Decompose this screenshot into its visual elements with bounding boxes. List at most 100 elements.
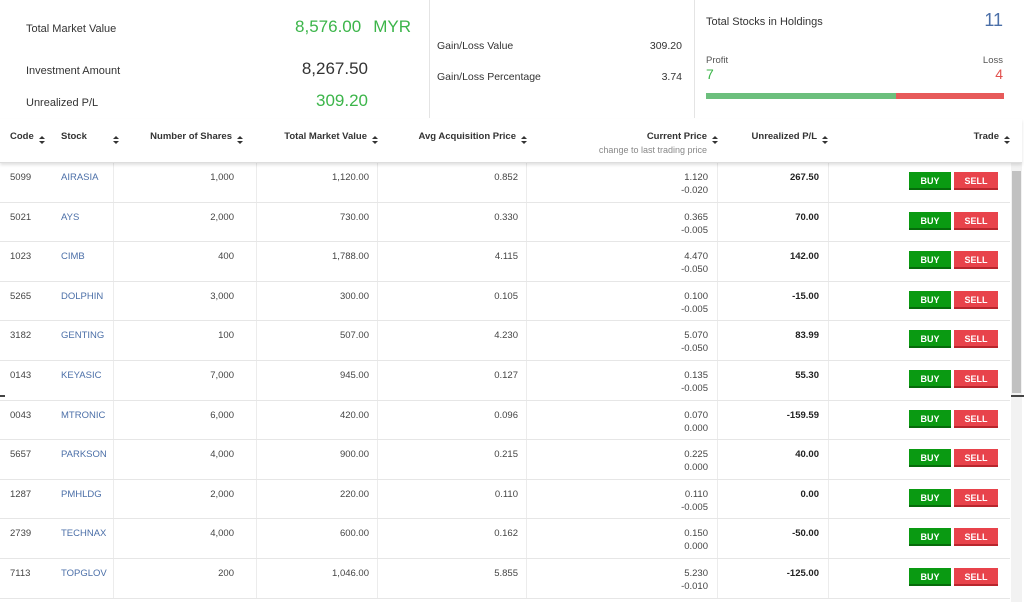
unrealized-pl-cell: 55.30: [795, 370, 819, 381]
current-price-cell: 0.365 -0.005: [560, 203, 708, 242]
table-row[interactable]: 0043 MTRONIC 6,000 420.00 0.096 0.070 0.000 -15…: [0, 400, 1010, 441]
stock-link[interactable]: DOLPHIN: [61, 290, 104, 302]
gain-loss-panel: Gain/Loss Value 309.20 Gain/Loss Percent…: [430, 0, 695, 118]
column-divider: [113, 321, 114, 360]
buy-button[interactable]: BUY: [909, 568, 951, 586]
header-market-value[interactable]: Total Market Value: [260, 131, 378, 145]
buy-button[interactable]: BUY: [909, 172, 951, 190]
unrealized-pl-amount: 309.20: [316, 91, 368, 110]
unrealized-pl-cell: -50.00: [792, 528, 819, 540]
column-divider: [526, 519, 527, 558]
code-cell: 0043: [10, 409, 32, 421]
column-divider: [526, 163, 527, 202]
code-cell: 2739: [10, 528, 32, 540]
unrealized-pl-cell: 142.00: [789, 251, 819, 263]
buy-button[interactable]: BUY: [909, 211, 951, 230]
column-divider: [717, 361, 718, 400]
current-price: 5.230: [684, 568, 708, 579]
stock-link[interactable]: TECHNAX: [61, 528, 107, 540]
holdings-panel: Total Stocks in Holdings 11 Profit Loss …: [695, 0, 1024, 118]
header-current-price[interactable]: Current Price change to last trading pri…: [560, 131, 718, 155]
header-code[interactable]: Code: [10, 131, 45, 145]
column-divider: [828, 479, 829, 519]
column-divider: [256, 559, 257, 598]
header-trade[interactable]: Trade: [950, 131, 1010, 145]
market-value-cell: 1,046.00: [332, 568, 369, 579]
table-body: 5099 AIRASIA 1,000 1,120.00 0.852 1.120 -0.020…: [0, 163, 1010, 602]
buy-button[interactable]: BUY: [909, 370, 951, 388]
column-divider: [113, 479, 114, 519]
stock-link[interactable]: TOPGLOV: [61, 568, 107, 579]
column-divider: [256, 479, 257, 519]
sell-button[interactable]: SELL: [954, 370, 998, 388]
stock-link[interactable]: AIRASIA: [61, 172, 99, 183]
table-row[interactable]: 1287 PMHLDG 2,000 220.00 0.110 0.110 -0.005 0.0…: [0, 479, 1010, 520]
sell-button[interactable]: SELL: [954, 409, 998, 428]
sort-icon: [237, 136, 243, 145]
column-divider: [113, 440, 114, 479]
buy-button[interactable]: BUY: [909, 488, 951, 507]
stock-link[interactable]: KEYASIC: [61, 370, 102, 381]
table-row[interactable]: 3182 GENTING 100 507.00 4.230 5.070 -0.050 83.9…: [0, 321, 1010, 361]
code-cell: 3182: [10, 330, 32, 342]
stock-link[interactable]: PARKSON: [61, 449, 107, 461]
table-row[interactable]: 0143 KEYASIC 7,000 945.00 0.127 0.135 -0.005 55…: [0, 361, 1010, 401]
column-divider: [717, 281, 718, 321]
sell-button[interactable]: SELL: [954, 211, 998, 230]
investment-amount-row: Investment Amount 8,267.50: [26, 59, 411, 79]
sell-button[interactable]: SELL: [954, 330, 998, 349]
buy-button[interactable]: BUY: [909, 330, 951, 349]
sell-button[interactable]: SELL: [954, 528, 998, 547]
code-cell: 7113: [10, 568, 31, 579]
stock-link[interactable]: MTRONIC: [61, 409, 106, 421]
buy-button[interactable]: BUY: [909, 409, 951, 428]
current-price: 5.070: [684, 330, 708, 342]
buy-button[interactable]: BUY: [909, 290, 951, 309]
table-row[interactable]: 5099 AIRASIA 1,000 1,120.00 0.852 1.120 -0.020…: [0, 163, 1010, 203]
sort-icon: [372, 136, 378, 145]
shares-cell: 4,000: [210, 449, 234, 461]
price-change: -0.050: [681, 264, 708, 276]
unrealized-pl-cell: -125.00: [786, 568, 819, 579]
price-change: -0.050: [681, 343, 708, 355]
stock-link[interactable]: AYS: [61, 211, 80, 223]
sell-button[interactable]: SELL: [954, 488, 998, 507]
column-divider: [717, 163, 718, 202]
column-divider: [377, 163, 378, 202]
price-change: -0.005: [681, 303, 708, 315]
code-cell: 5265: [10, 290, 32, 302]
header-avg-price[interactable]: Avg Acquisition Price: [400, 131, 527, 145]
current-price-cell: 4.470 -0.050: [560, 242, 708, 281]
sell-button[interactable]: SELL: [954, 251, 998, 270]
scrollbar-thumb[interactable]: [1012, 171, 1021, 393]
sell-button[interactable]: SELL: [954, 290, 998, 309]
buy-button[interactable]: BUY: [909, 449, 951, 468]
header-stock[interactable]: Stock: [61, 131, 119, 145]
stock-link[interactable]: GENTING: [61, 330, 105, 342]
gain-loss-value-row: Gain/Loss Value 309.20: [437, 40, 682, 52]
column-divider: [256, 281, 257, 321]
header-unrealized[interactable]: Unrealized P/L: [740, 131, 828, 145]
column-divider: [828, 163, 829, 202]
table-row[interactable]: 2739 TECHNAX 4,000 600.00 0.162 0.150 0.000 -50…: [0, 519, 1010, 559]
sell-button[interactable]: SELL: [954, 172, 998, 190]
table-row[interactable]: 1023 CIMB 400 1,788.00 4.115 4.470 -0.050 142.0…: [0, 242, 1010, 282]
table-row[interactable]: 5265 DOLPHIN 3,000 300.00 0.105 0.100 -0.005 -1…: [0, 281, 1010, 322]
table-row[interactable]: 5657 PARKSON 4,000 900.00 0.215 0.225 0.000 40.…: [0, 440, 1010, 480]
header-shares[interactable]: Number of Shares: [140, 131, 243, 145]
stock-link[interactable]: PMHLDG: [61, 488, 102, 500]
holdings-count: 11: [984, 10, 1003, 30]
market-value-cell: 730.00: [339, 211, 369, 223]
column-divider: [377, 281, 378, 321]
buy-button[interactable]: BUY: [909, 251, 951, 270]
market-value-cell: 600.00: [339, 528, 369, 540]
column-divider: [256, 519, 257, 558]
buy-button[interactable]: BUY: [909, 528, 951, 547]
sell-button[interactable]: SELL: [954, 449, 998, 468]
header-current-price-sub: change to last trading price: [598, 145, 707, 155]
table-row[interactable]: 7113 TOPGLOV 200 1,046.00 5.855 5.230 -0.010 -1…: [0, 559, 1010, 599]
sell-button[interactable]: SELL: [954, 568, 998, 586]
column-divider: [828, 202, 829, 242]
stock-link[interactable]: CIMB: [61, 251, 85, 263]
table-row[interactable]: 5021 AYS 2,000 730.00 0.330 0.365 -0.005 70.00 B…: [0, 202, 1010, 243]
